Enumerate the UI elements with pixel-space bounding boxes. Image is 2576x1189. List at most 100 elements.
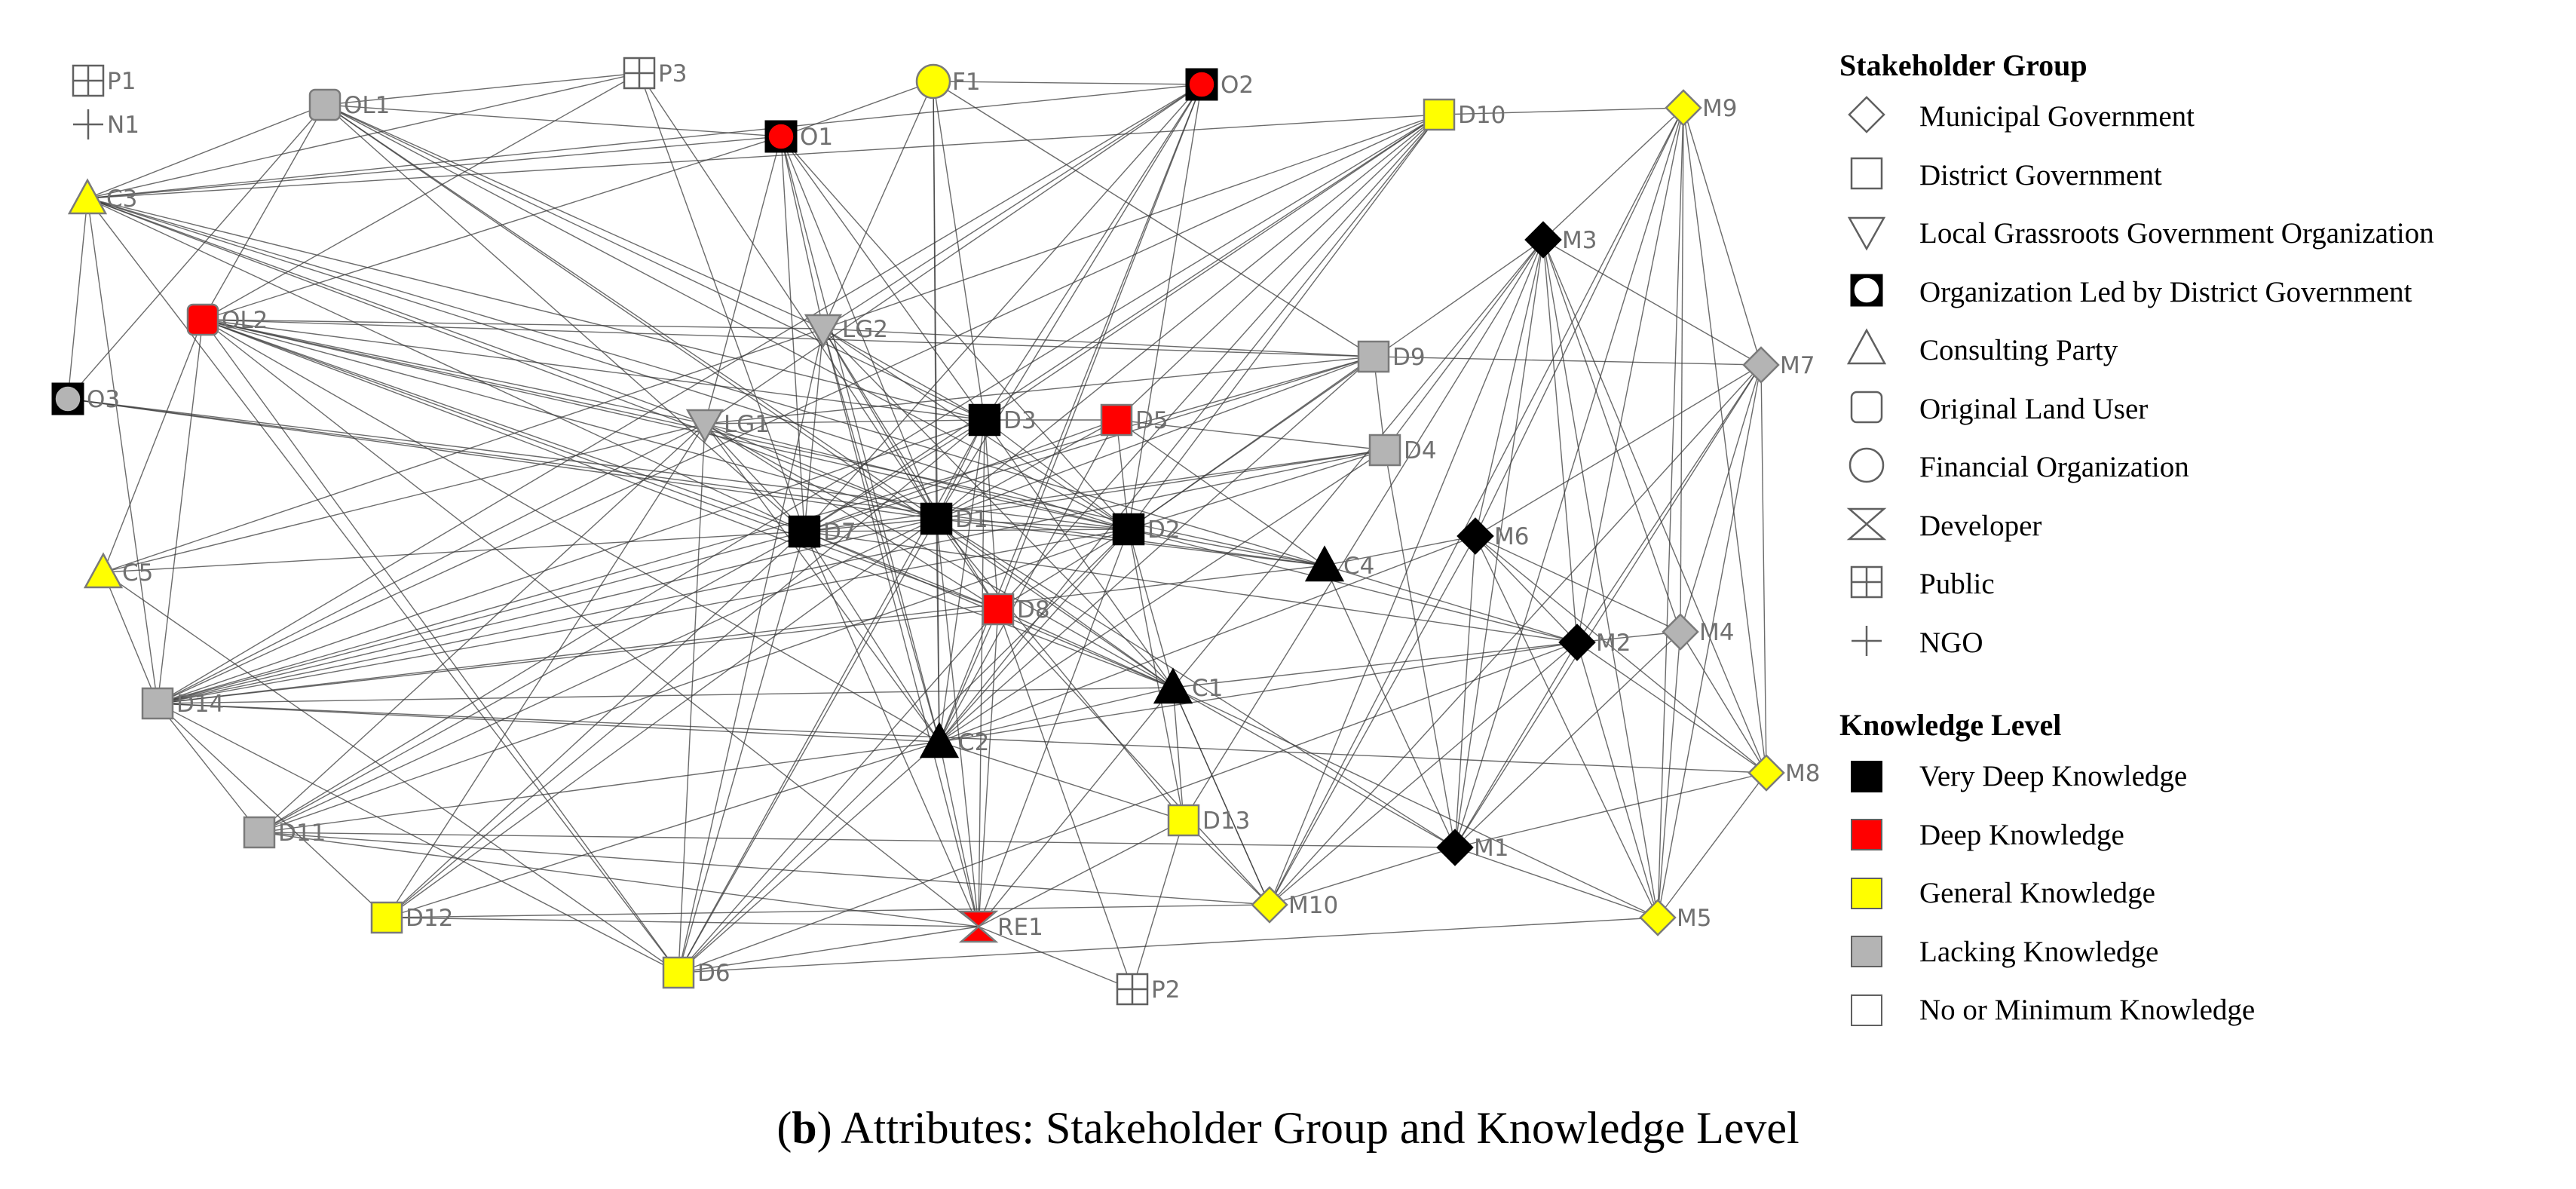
edge-c4-d14 [157, 565, 1325, 704]
node-d14: D14 [141, 687, 224, 720]
edge-d10-d1 [936, 114, 1440, 519]
edge-m9-m10 [1269, 107, 1684, 906]
edge-d1-d2 [936, 518, 1129, 530]
color-swatch-icon [1851, 936, 1882, 968]
edge-ol2-lg2 [202, 319, 824, 329]
edge-d3-d12 [386, 419, 985, 918]
edge-ol1-d3 [324, 104, 985, 421]
edge-c5-d14 [103, 572, 158, 704]
edge-d1-d12 [386, 518, 937, 918]
edge-d2-m2 [1128, 529, 1578, 643]
node-m10: M10 [1251, 886, 1338, 924]
node-f1: F1 [915, 63, 981, 100]
edge-re1-d6 [678, 926, 979, 973]
edge-lg2-d6 [678, 328, 824, 973]
edge-m8-m1 [1454, 772, 1767, 848]
node-label-d10: D10 [1458, 102, 1505, 129]
edge-m7-m8 [1760, 364, 1767, 774]
edge-lg1-c5 [103, 423, 706, 573]
legend-group-item-org: Organization Led by District Government [1839, 263, 2563, 322]
node-label-d7: D7 [823, 519, 856, 546]
edge-d2-d11 [259, 529, 1129, 833]
edge-d1-c1 [936, 518, 1174, 688]
node-p3: P3 [623, 57, 687, 90]
node-ol2: OL2 [186, 303, 268, 336]
edge-c1-m1 [1172, 687, 1456, 848]
edge-d2-c4 [1128, 529, 1325, 566]
edge-c1-d13 [1172, 687, 1184, 821]
edge-c4-m1 [1324, 565, 1456, 848]
edge-d5-c2 [939, 419, 1117, 743]
edge-o3-d1 [67, 398, 937, 519]
edge-o2-d14 [157, 84, 1202, 704]
edge-d1-d14 [157, 518, 937, 704]
edge-ol2-d6 [202, 319, 679, 973]
edge-m9-m8 [1683, 107, 1767, 774]
edge-f1-lg2 [822, 81, 934, 329]
node-m2: M2 [1558, 624, 1631, 661]
edge-o1-ol2 [202, 136, 782, 320]
edge-d9-d7 [804, 356, 1374, 532]
caption-text: Attributes: Stakeholder Group and Knowle… [841, 1103, 1800, 1153]
node-d7: D7 [788, 515, 856, 548]
edge-m2-d6 [678, 642, 1578, 973]
edge-d10-d7 [804, 114, 1440, 532]
edge-d5-d4 [1116, 419, 1386, 451]
edge-d7-re1 [804, 531, 979, 927]
edge-m6-m1 [1454, 535, 1476, 848]
edge-c2-d6 [678, 741, 940, 973]
edge-m9-m7 [1683, 107, 1762, 366]
edge-d7-d6 [678, 531, 805, 973]
edge-m3-m1 [1454, 239, 1544, 848]
node-d12: D12 [370, 901, 453, 934]
color-swatch-icon [1851, 819, 1882, 851]
node-lg1: LG1 [685, 409, 770, 443]
node-label-d12: D12 [406, 905, 453, 932]
plus-icon [1839, 620, 1919, 666]
legend-group-item-developer: Developer [1839, 497, 2563, 556]
edge-d7-c2 [804, 531, 940, 743]
edge-m7-m10 [1269, 364, 1762, 906]
edge-m2-m1 [1454, 642, 1578, 848]
node-label-m6: M6 [1494, 523, 1529, 550]
edge-lg2-d9 [822, 328, 1374, 357]
node-m6: M6 [1456, 517, 1529, 555]
edge-d3-c1 [984, 419, 1174, 688]
edge-o2-c2 [939, 84, 1202, 743]
edge-d3-d14 [157, 419, 985, 704]
edge-lg1-c1 [704, 423, 1174, 688]
edge-d1-d11 [259, 518, 937, 833]
edge-d1-c2 [936, 518, 940, 743]
node-label-c2: C2 [958, 729, 989, 756]
edge-d11-d14 [157, 703, 260, 833]
edge-d9-c2 [939, 356, 1374, 743]
edge-d10-lg2 [822, 114, 1440, 329]
edge-d13-re1 [978, 820, 1184, 927]
node-m4: M4 [1662, 613, 1734, 651]
node-label-d9: D9 [1392, 344, 1426, 371]
edge-d12-re1 [386, 917, 979, 927]
color-swatch-icon [1851, 760, 1882, 792]
node-label-m3: M3 [1562, 227, 1597, 254]
node-d4: D4 [1368, 434, 1437, 467]
edge-d2-d14 [157, 529, 1129, 704]
legend-knowledge-item-none: No or Minimum Knowledge [1839, 981, 2563, 1040]
caption-letter: b [792, 1103, 817, 1153]
edge-lg1-d7 [704, 423, 805, 532]
legend-group-label: Local Grassroots Government Organization [1919, 217, 2434, 250]
edge-m9-m4 [1680, 107, 1684, 633]
edge-d6-d14 [157, 703, 679, 973]
edge-o3-ol1 [67, 104, 326, 400]
edge-ol2-d14 [157, 319, 204, 704]
node-label-p1: P1 [107, 68, 136, 95]
edge-c1-d14 [157, 687, 1174, 704]
node-label-m2: M2 [1596, 630, 1631, 657]
diamond-icon [1839, 93, 1919, 139]
legend-group-item-district: District Government [1839, 146, 2563, 205]
edge-m3-m7 [1542, 239, 1762, 366]
edge-m2-m5 [1576, 642, 1659, 918]
node-o1: O1 [764, 120, 833, 153]
edge-d10-d11 [259, 114, 1440, 833]
edge-o1-d3 [780, 136, 985, 421]
edge-d4-d7 [804, 449, 1386, 532]
